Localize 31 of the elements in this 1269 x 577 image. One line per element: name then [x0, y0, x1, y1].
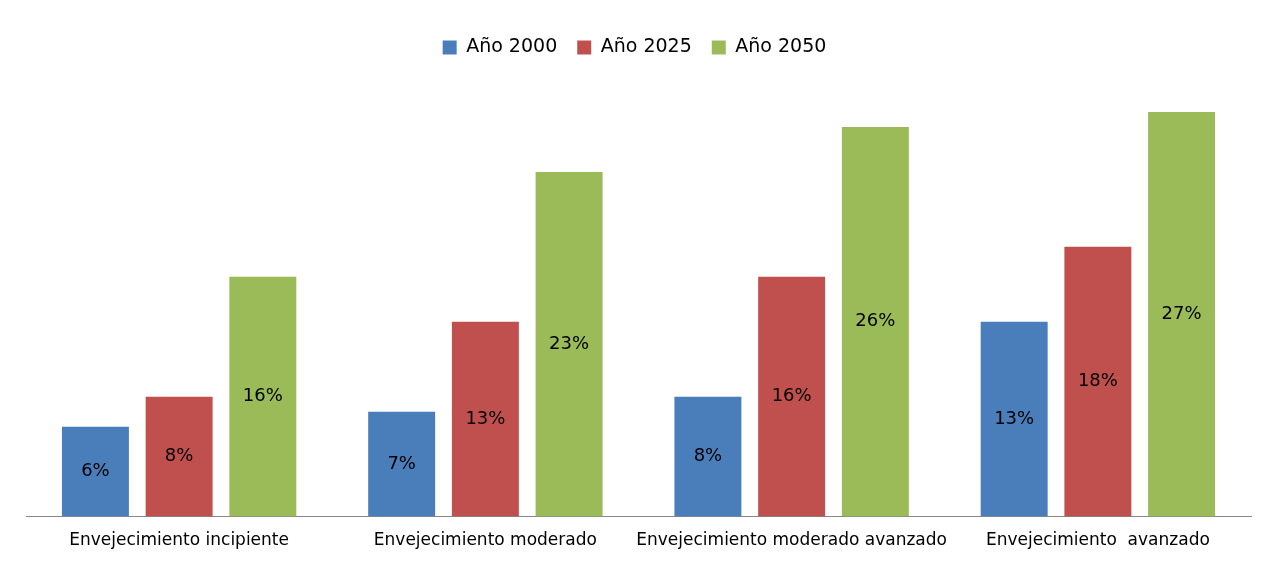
data-label: 26%	[855, 309, 896, 331]
bar	[229, 276, 297, 517]
legend-label: Año 2025	[600, 34, 692, 57]
bar	[1064, 246, 1132, 517]
data-label: 23%	[549, 331, 590, 353]
data-label: 13%	[994, 406, 1035, 428]
legend-label: Año 2050	[735, 34, 827, 57]
x-tick-label: Envejecimiento incipiente	[69, 529, 289, 550]
bar	[758, 276, 826, 517]
data-label: 13%	[465, 406, 506, 428]
bar	[145, 396, 213, 517]
x-tick-label: Envejecimiento moderado avanzado	[636, 529, 947, 550]
bar	[841, 126, 909, 517]
legend-label: Año 2000	[466, 34, 558, 57]
bar	[61, 426, 129, 517]
x-tick-label: Envejecimiento avanzado	[985, 529, 1210, 550]
data-label: 6%	[81, 459, 110, 481]
bar	[980, 321, 1048, 517]
bar	[368, 411, 436, 517]
data-label: 27%	[1161, 301, 1202, 323]
data-label: 16%	[771, 384, 812, 406]
data-label: 18%	[1077, 369, 1118, 391]
bar	[535, 171, 603, 517]
data-label: 8%	[164, 444, 194, 466]
bar	[1148, 111, 1216, 517]
x-tick-label: Envejecimiento moderado	[373, 529, 597, 550]
bar	[451, 321, 519, 517]
data-label: 16%	[242, 384, 283, 406]
data-label: 7%	[387, 451, 416, 473]
data-label: 8%	[693, 444, 723, 466]
bar	[674, 396, 742, 517]
